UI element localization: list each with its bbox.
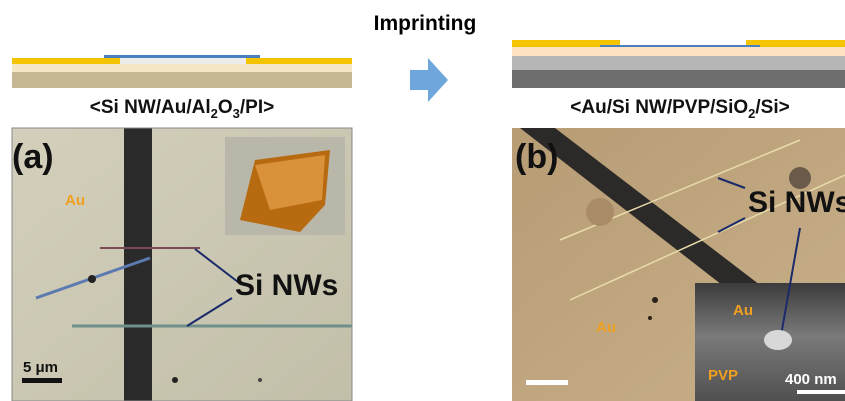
micrograph-b (512, 128, 845, 401)
title: Imprinting (374, 12, 477, 35)
scale-label: 5 μm (23, 359, 58, 376)
inset-pvp-label: PVP (708, 367, 738, 384)
subscript: 2 (211, 106, 218, 121)
nw-label: Si NWs (748, 186, 845, 219)
panel-label: (a) (12, 138, 54, 176)
subscript: 2 (748, 106, 755, 121)
inset-scale-label: 400 nm (785, 371, 837, 388)
text: O (218, 97, 233, 118)
figure: Imprinting <Si NW/Au/Al2O3/PI> <Au/Si NW… (0, 0, 845, 401)
text: /Si> (755, 97, 789, 118)
subscript: 3 (233, 106, 240, 121)
text: <Si NW/Au/Al (90, 97, 211, 118)
au-label: Au (596, 319, 616, 336)
nw-label: Si NWs (235, 269, 338, 302)
structure-label: <Si NW/Au/Al2O3/PI> (90, 97, 274, 121)
structure-b (512, 40, 845, 88)
structure-a (12, 55, 352, 88)
page: {"header": {"title": "Imprinting"}, "pan… (0, 0, 845, 401)
inset-au-label: Au (733, 302, 753, 319)
micrograph-a (12, 128, 352, 401)
panel-label: (b) (515, 138, 558, 176)
text: <Au/Si NW/PVP/SiO (570, 97, 748, 118)
arrow (410, 58, 448, 102)
structure-label: <Au/Si NW/PVP/SiO2/Si> (570, 97, 789, 121)
text: /PI> (240, 97, 274, 118)
au-label: Au (65, 192, 85, 209)
